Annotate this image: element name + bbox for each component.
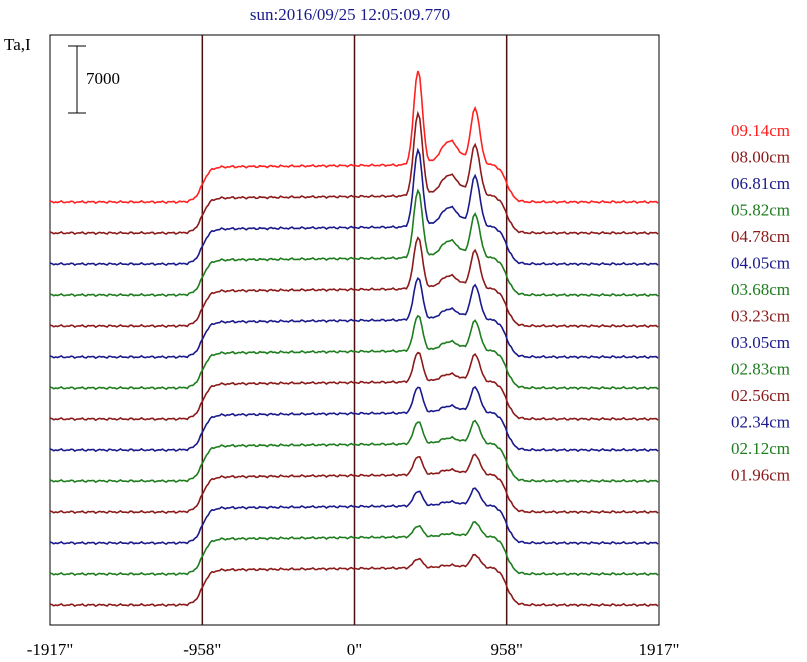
legend-entry-04.05cm: 04.05cm xyxy=(731,254,790,273)
legend-entry-02.34cm: 02.34cm xyxy=(731,413,790,432)
legend-entry-03.23cm: 03.23cm xyxy=(731,307,790,326)
legend-entry-09.14cm: 09.14cm xyxy=(731,121,790,140)
legend-entry-03.05cm: 03.05cm xyxy=(731,333,790,352)
series-line-04.05cm xyxy=(49,276,659,360)
legend: 09.14cm 08.00cm 06.81cm 05.82cm 04.78cm 04.05… xyxy=(731,121,790,485)
series-line-01.96cm xyxy=(49,553,659,608)
legend-entry-02.56cm: 02.56cm xyxy=(731,386,790,405)
scale-bar-label: 7000 xyxy=(86,69,120,88)
series-line-02.56cm xyxy=(49,453,659,515)
x-tick-label-0: -1917" xyxy=(27,640,74,659)
legend-entry-08.00cm: 08.00cm xyxy=(731,148,790,167)
series-line-04.78cm xyxy=(49,236,659,329)
chart-title: sun:2016/09/25 12:05:09.770 xyxy=(250,5,450,24)
legend-entry-02.12cm: 02.12cm xyxy=(731,439,790,458)
legend-entry-04.78cm: 04.78cm xyxy=(731,227,790,246)
x-tick-label-1: -958" xyxy=(183,640,221,659)
x-tick-labels: -1917" -958" 0" 958" 1917" xyxy=(27,640,680,659)
legend-entry-01.96cm: 01.96cm xyxy=(731,466,790,485)
y-axis-label: Ta,I xyxy=(4,35,31,54)
legend-entry-02.83cm: 02.83cm xyxy=(731,360,790,379)
legend-entry-06.81cm: 06.81cm xyxy=(731,174,790,193)
series-line-02.34cm xyxy=(49,487,659,546)
series-line-02.12cm xyxy=(49,521,659,577)
series-line-06.81cm xyxy=(49,147,659,267)
series-line-03.05cm xyxy=(49,385,659,453)
legend-entry-03.68cm: 03.68cm xyxy=(731,280,790,299)
series-line-03.23cm xyxy=(49,351,659,422)
reference-lines xyxy=(201,35,508,625)
series-line-05.82cm xyxy=(49,188,659,298)
series-line-02.83cm xyxy=(49,419,659,484)
series-lines xyxy=(49,70,659,608)
scale-bar: 7000 xyxy=(68,45,120,114)
x-tick-label-4: 1917" xyxy=(639,640,680,659)
series-line-08.00cm xyxy=(49,110,659,236)
legend-entry-05.82cm: 05.82cm xyxy=(731,201,790,220)
series-line-09.14cm xyxy=(49,70,659,205)
series-line-03.68cm xyxy=(49,314,659,391)
x-tick-label-2: 0" xyxy=(347,640,362,659)
x-tick-label-3: 958" xyxy=(490,640,522,659)
